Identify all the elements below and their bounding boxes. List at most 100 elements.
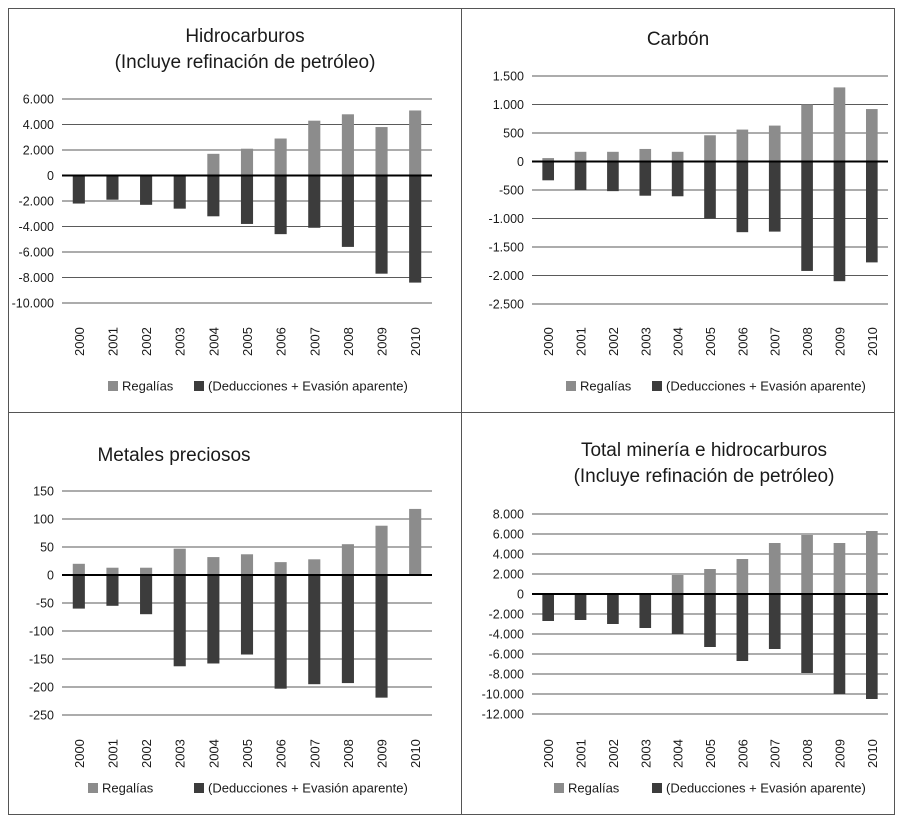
y-tick-label: 2.000 [23,144,54,158]
y-tick-label: -10.000 [12,297,54,311]
x-tick-label: 2000 [72,327,87,356]
bar-regalias [409,508,422,575]
bar-regalias [736,129,749,162]
x-tick-label: 2009 [375,739,390,768]
x-tick-label: 2001 [105,739,120,768]
bar-regalias [240,554,254,575]
bar-regalias [542,158,555,162]
bar-deducciones [768,594,781,649]
x-tick-label: 2009 [832,739,847,768]
y-tick-label: -6.000 [19,246,54,260]
bar-regalias [704,569,716,594]
bar-deducciones [72,175,85,204]
bar-regalias [173,548,186,575]
x-tick-label: 2009 [832,327,847,356]
chart-title-line: (Incluye refinación de petróleo) [574,466,835,487]
chart-title-line: Carbón [647,29,709,50]
chart-title-line: Total minería e hidrocarburos [581,440,827,461]
y-tick-label: 500 [503,127,524,141]
bar-deducciones [671,161,684,197]
bar-regalias [207,557,220,575]
x-tick-label: 2010 [865,739,880,768]
x-tick-label: 2003 [173,739,188,768]
x-tick-label: 2004 [671,739,686,768]
bar-deducciones [542,594,555,621]
y-tick-label: 1.000 [493,98,524,112]
bar-deducciones [671,594,684,634]
bar-regalias [308,120,321,176]
bar-regalias [375,525,388,575]
y-tick-label: 0 [47,169,54,183]
legend-label-regalias: Regalías [102,781,154,796]
bar-deducciones [736,594,749,661]
y-tick-label: 2.000 [493,568,524,582]
bar-deducciones [409,175,422,283]
bar-regalias [736,559,749,594]
chart-title-line: (Incluye refinación de petróleo) [115,52,376,73]
figure-border [8,8,895,815]
bar-deducciones [801,161,813,271]
bar-regalias [671,151,684,162]
x-tick-label: 2010 [865,327,880,356]
y-tick-label: -12.000 [482,708,524,722]
bar-regalias [574,151,587,162]
bar-deducciones [607,161,619,192]
legend-label-regalias: Regalías [580,379,632,394]
bar-deducciones [240,175,254,224]
x-tick-label: 2002 [139,739,154,768]
y-tick-label: -1.000 [489,212,524,226]
legend-label-regalias: Regalías [122,379,174,394]
x-tick-label: 2009 [375,327,390,356]
bar-deducciones [574,161,587,190]
y-tick-label: 150 [33,485,54,499]
bar-deducciones [574,594,587,620]
y-tick-label: 8.000 [493,508,524,522]
bar-deducciones [173,575,186,667]
y-tick-label: -100 [29,625,54,639]
x-tick-label: 2003 [173,327,188,356]
bar-regalias [308,559,321,575]
bar-regalias [274,138,287,176]
bar-deducciones [308,575,321,685]
y-tick-label: -50 [36,597,54,611]
legend-label-deducciones: (Deducciones + Evasión aparente) [208,379,408,394]
bar-deducciones [375,175,388,274]
x-tick-label: 2000 [72,739,87,768]
chart-panel-2: Carbón 1.500 1.000 500 0 -500 -1.000 -1.500 -2.0… [489,29,888,394]
bar-deducciones [736,161,749,233]
y-tick-label: -4.000 [489,628,524,642]
y-tick-label: -6.000 [489,648,524,662]
bar-deducciones [704,161,716,219]
y-tick-label: -4.000 [19,220,54,234]
x-tick-label: 2010 [408,327,423,356]
bar-regalias [801,104,813,162]
x-tick-label: 2004 [206,327,221,356]
y-tick-label: 0 [517,155,524,169]
bar-regalias [240,148,254,176]
x-tick-label: 2005 [703,739,718,768]
x-tick-label: 2006 [735,739,750,768]
bar-regalias [72,563,85,575]
legend-swatch-regalias [566,381,576,391]
bar-deducciones [106,175,119,200]
x-tick-label: 2010 [408,739,423,768]
y-tick-label: -2.500 [489,298,524,312]
bar-deducciones [704,594,716,647]
legend-swatch-deducciones [194,783,204,793]
bar-deducciones [833,161,846,282]
bar-deducciones [207,175,220,217]
bar-regalias [833,87,846,162]
bar-deducciones [140,175,153,205]
legend-label-deducciones: (Deducciones + Evasión aparente) [208,781,408,796]
bar-regalias [865,531,878,594]
y-tick-label: -8.000 [489,668,524,682]
legend-swatch-deducciones [652,381,662,391]
bar-deducciones [865,594,878,699]
x-tick-label: 2003 [638,327,653,356]
x-tick-label: 2008 [800,327,815,356]
y-tick-label: -150 [29,653,54,667]
bar-regalias [768,543,781,594]
y-tick-label: -1.500 [489,241,524,255]
bar-deducciones [542,161,555,181]
